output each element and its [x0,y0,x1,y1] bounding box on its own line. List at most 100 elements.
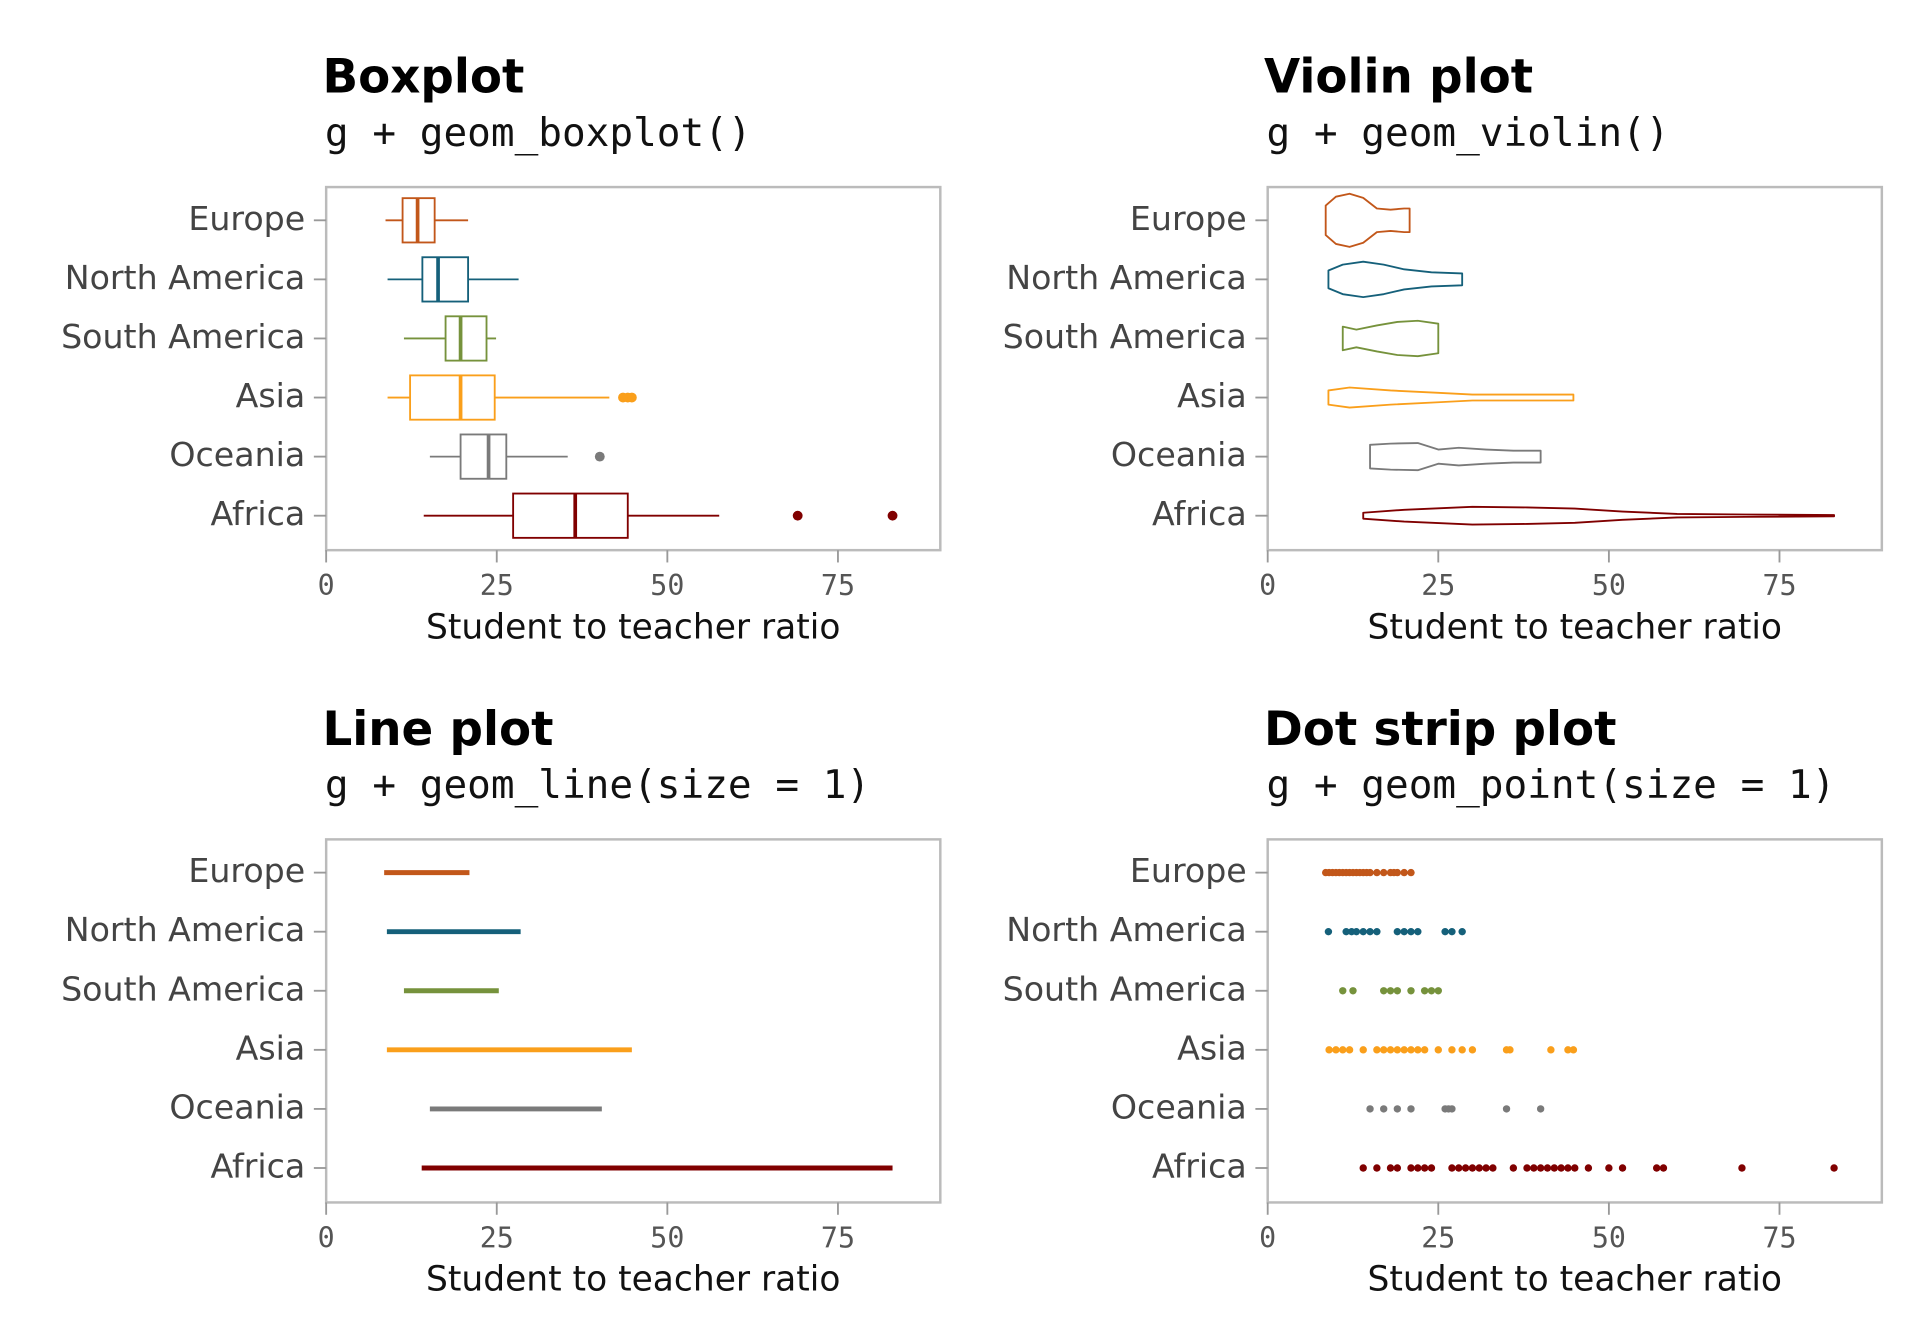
point [1373,928,1381,936]
point [1352,928,1361,936]
box [409,374,496,421]
x-tick-label: 25 [1421,569,1455,602]
point [1339,987,1347,995]
point [1400,868,1408,877]
y-tick-label: South America [61,969,305,1008]
y-tick-label: Africa [210,1147,305,1186]
point [1536,1105,1545,1113]
point [1332,1046,1340,1054]
point [1652,1164,1661,1172]
chart-title: Boxplot [322,50,524,104]
chart-title: Dot strip plot [1264,703,1617,757]
point [1359,1164,1367,1172]
outlier [792,510,803,521]
x-tick-label: 25 [480,1221,514,1254]
point [1342,928,1350,936]
y-tick-label: Europe [188,851,305,890]
y-tick-label: Europe [1130,851,1247,890]
point [1530,1164,1538,1172]
y-tick-label: Asia [1177,376,1247,415]
chart-title: Line plot [322,703,553,757]
violin [1327,386,1575,409]
point [1373,1164,1381,1172]
point [1564,1164,1572,1172]
x-tick-label: 25 [480,569,514,602]
chart-subtitle: g + geom_boxplot() [325,110,752,156]
point [1414,1164,1422,1172]
point [1489,1164,1497,1172]
point [1393,987,1402,995]
y-tick-label: South America [1003,969,1247,1008]
y-tick-label: North America [1006,258,1247,297]
point [1386,1046,1395,1054]
point [1448,1046,1456,1054]
x-tick-label: 0 [1259,569,1276,602]
point [1349,987,1357,995]
point [1407,868,1415,877]
plot-frame [1266,185,1884,552]
panel: Dot strip plot g + geom_point(size = 1) Eu… [1003,703,1884,1300]
point [1366,1105,1374,1113]
point [1366,868,1374,877]
point [1455,1164,1463,1172]
violin [1327,260,1464,299]
y-tick-label: Oceania [169,1087,305,1126]
point [1509,1164,1518,1172]
outlier [887,510,898,521]
panel: Line plot g + geom_line(size = 1) Europe No… [61,703,942,1300]
point [1359,1046,1367,1054]
point [1547,1046,1555,1054]
y-tick-label: North America [1006,910,1247,949]
y-tick-label: Africa [1152,494,1247,533]
plot-frame [1266,838,1884,1204]
y-tick-label: Europe [1130,199,1247,238]
point [1393,1105,1402,1113]
point [1380,868,1388,877]
violin [1324,192,1411,248]
box [512,492,629,539]
x-tick-label: 0 [318,569,335,602]
point [1584,1164,1593,1172]
point [1543,1164,1552,1172]
point [1830,1164,1838,1172]
point [1427,987,1436,995]
point [1475,1164,1483,1172]
point [1366,928,1374,936]
y-tick-label: Europe [188,199,305,238]
chart-subtitle: g + geom_line(size = 1) [325,762,870,808]
point [1738,1164,1746,1172]
y-tick-label: Oceania [1111,1087,1247,1126]
x-tick-label: 50 [650,569,684,602]
point [1386,987,1395,995]
point [1448,1105,1456,1113]
point [1420,1164,1429,1172]
point [1441,928,1449,936]
x-axis-label: Student to teacher ratio [1368,607,1782,647]
point [1502,1105,1511,1113]
point [1420,987,1429,995]
box [459,433,508,480]
point [1420,1046,1429,1054]
y-tick-label: South America [1003,317,1247,356]
point [1407,1046,1415,1054]
point [1400,1046,1408,1054]
point [1414,928,1422,936]
point [1393,1164,1402,1172]
violin [1341,319,1440,358]
point [1400,928,1408,936]
panel: Boxplot g + geom_boxplot() Europe North Ame… [61,50,942,647]
x-tick-label: 75 [1762,1221,1796,1254]
panel: Violin plot g + geom_violin() Europe North … [1003,50,1884,647]
point [1324,928,1333,936]
point [1339,1046,1347,1054]
chart-title: Violin plot [1264,50,1533,104]
point [1557,1164,1565,1172]
y-tick-label: Asia [236,1028,306,1067]
point [1407,987,1415,995]
point [1468,1046,1477,1054]
point [1407,1164,1415,1172]
x-tick-label: 50 [650,1221,684,1254]
x-axis-label: Student to teacher ratio [1368,1260,1782,1300]
point [1359,928,1367,936]
box [444,315,488,362]
